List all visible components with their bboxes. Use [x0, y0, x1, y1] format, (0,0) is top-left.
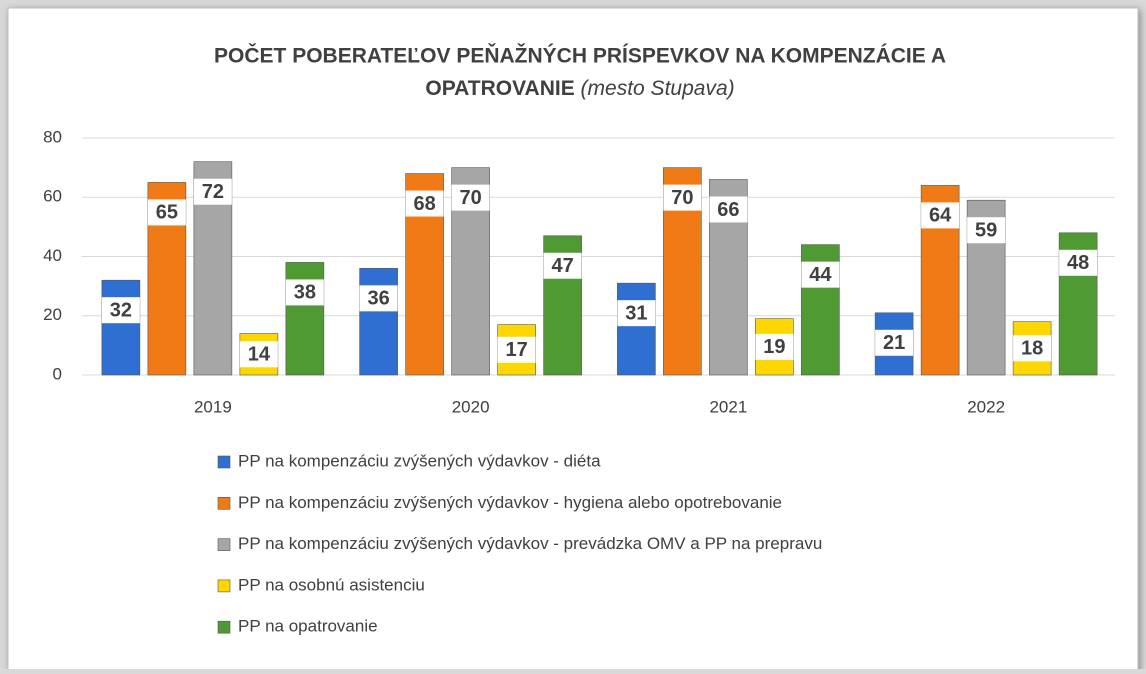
data-label-bg: [617, 300, 656, 327]
data-label: 72: [202, 181, 224, 203]
data-label-bg: [801, 261, 840, 288]
data-label: 47: [552, 255, 574, 277]
data-label-bg: [1013, 335, 1052, 362]
data-label-bg: [921, 202, 960, 229]
data-label-bg: [451, 184, 490, 211]
data-label: 31: [625, 302, 647, 324]
legend-label: PP na kompenzáciu zvýšených výdavkov - d…: [238, 451, 601, 470]
legend-label: PP na opatrovanie: [238, 617, 378, 636]
data-label: 66: [717, 199, 739, 221]
data-label-bg: [1059, 249, 1098, 276]
data-label: 65: [156, 202, 178, 224]
data-label-bg: [239, 341, 278, 368]
data-label-bg: [709, 196, 748, 223]
legend-label: PP na kompenzáciu zvýšených výdavkov - h…: [238, 493, 782, 512]
y-tick-label: 0: [53, 364, 62, 383]
data-label: 17: [506, 339, 528, 361]
data-label: 14: [248, 344, 271, 366]
x-tick-label: 2021: [709, 397, 747, 416]
bar: [101, 279, 141, 376]
legend-swatch: [217, 538, 231, 551]
data-label: 48: [1067, 252, 1089, 274]
data-label-bg: [967, 217, 1006, 244]
x-tick-label: 2022: [967, 397, 1005, 416]
data-label-bg: [497, 336, 536, 363]
chart-title: OPATROVANIE: [425, 77, 580, 100]
data-label: 44: [809, 264, 832, 286]
data-label-bg: [875, 329, 914, 356]
x-tick-label: 2020: [452, 397, 490, 416]
data-label: 19: [763, 336, 785, 358]
y-tick-label: 80: [43, 127, 62, 146]
chart-title: OPATROVANIE (mesto Stupava): [425, 77, 734, 100]
data-label-bg: [285, 279, 324, 306]
data-label: 59: [975, 219, 997, 241]
data-label: 70: [671, 187, 693, 209]
data-label: 21: [883, 332, 905, 354]
data-label-bg: [405, 190, 444, 217]
y-tick-label: 40: [43, 246, 62, 265]
data-label-bg: [193, 178, 232, 205]
legend-swatch: [217, 455, 231, 469]
y-tick-label: 20: [43, 305, 62, 324]
legend-swatch: [217, 579, 231, 593]
data-label: 68: [414, 193, 436, 215]
bar: [285, 262, 325, 376]
data-label-bg: [543, 252, 582, 279]
data-label: 70: [460, 187, 482, 209]
data-label: 64: [929, 205, 952, 227]
data-label-bg: [101, 297, 140, 324]
legend-label: PP na kompenzáciu zvýšených výdavkov - p…: [238, 534, 822, 553]
data-label-bg: [755, 333, 794, 360]
data-label-bg: [663, 184, 702, 211]
legend-swatch: [217, 620, 231, 634]
legend-label: PP na osobnú asistenciu: [238, 575, 425, 594]
data-label-bg: [359, 285, 398, 312]
chart-title: POČET POBERATEĽOV PEŇAŽNÝCH PRÍSPEVKOV N…: [214, 44, 946, 68]
data-label: 32: [110, 299, 132, 321]
x-tick-label: 2019: [194, 397, 232, 416]
legend-swatch: [217, 496, 231, 510]
data-label: 18: [1021, 338, 1043, 360]
data-label: 36: [368, 288, 390, 310]
bar: [359, 268, 398, 376]
chart-subtitle: (mesto Stupava): [581, 77, 735, 100]
y-tick-label: 60: [43, 187, 62, 206]
data-label: 38: [294, 282, 316, 304]
bar: [617, 282, 656, 376]
data-label-bg: [147, 199, 186, 226]
